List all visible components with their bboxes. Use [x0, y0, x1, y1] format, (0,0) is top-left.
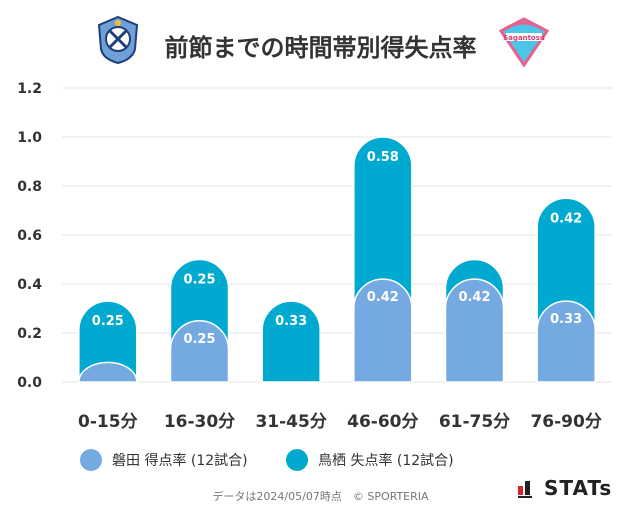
- x-tick-label: 76-90分: [530, 412, 601, 432]
- data-label-conceded: 0.58: [367, 150, 399, 165]
- chart-title: 前節までの時間帯別得失点率: [164, 34, 477, 62]
- jubilo-iwata-crest-icon: [97, 15, 139, 65]
- bar-conceded: [78, 300, 138, 383]
- data-label-conceded: 0.33: [275, 314, 307, 329]
- bar-scored: [353, 278, 413, 383]
- data-label-conceded: 0.25: [183, 273, 215, 288]
- x-tick-label: 46-60分: [347, 412, 418, 432]
- y-tick-label: 1.2: [17, 81, 42, 97]
- bar-chart: 0.0 0.2 0.4 0.6 0.8 1.0 1.2 0.25 0-15分 0.25 0.25 16…: [17, 81, 612, 432]
- stats-logo-icon: [518, 481, 532, 498]
- y-tick-label: 0.2: [17, 326, 42, 342]
- bar-scored: [536, 300, 596, 383]
- legend-swatch-conceded: [286, 449, 308, 471]
- stats-brand: STATs: [518, 476, 612, 500]
- y-tick-label: 0.0: [17, 375, 42, 391]
- bar-scored: [78, 361, 138, 383]
- x-tick-label: 0-15分: [78, 412, 138, 432]
- y-tick-label: 0.4: [17, 277, 42, 293]
- data-label-scored: 0.42: [458, 290, 490, 305]
- footer-note: データは2024/05/07時点 © SPORTERIA: [212, 490, 429, 503]
- bar-conceded: [261, 300, 321, 383]
- legend-label-conceded: 鳥栖 失点率 (12試合): [318, 453, 454, 469]
- x-tick-label: 16-30分: [164, 412, 235, 432]
- bar-scored: [444, 278, 505, 383]
- bar-scored: [169, 320, 230, 383]
- data-label-scored: 0.33: [550, 312, 582, 327]
- sagan-tosu-crest-icon: Sagantosu: [498, 17, 550, 67]
- legend-item-conceded: 鳥栖 失点率 (12試合): [286, 449, 454, 471]
- x-tick-label: 61-75分: [439, 412, 510, 432]
- data-label-scored: 0.42: [367, 290, 399, 305]
- data-label-conceded: 0.25: [92, 314, 124, 329]
- x-tick-label: 31-45分: [255, 412, 326, 432]
- legend-label-scored: 磐田 得点率 (12試合): [112, 453, 248, 469]
- data-label-scored: 0.25: [183, 332, 215, 347]
- y-tick-label: 0.6: [17, 228, 42, 244]
- legend-item-scored: 磐田 得点率 (12試合): [80, 449, 248, 471]
- y-tick-label: 1.0: [17, 130, 42, 146]
- y-tick-label: 0.8: [17, 179, 42, 195]
- legend-swatch-scored: [80, 449, 102, 471]
- stats-brand-text: STATs: [544, 476, 613, 500]
- data-label-conceded: 0.42: [550, 211, 582, 226]
- sagan-logo-text: Sagantosu: [503, 34, 545, 42]
